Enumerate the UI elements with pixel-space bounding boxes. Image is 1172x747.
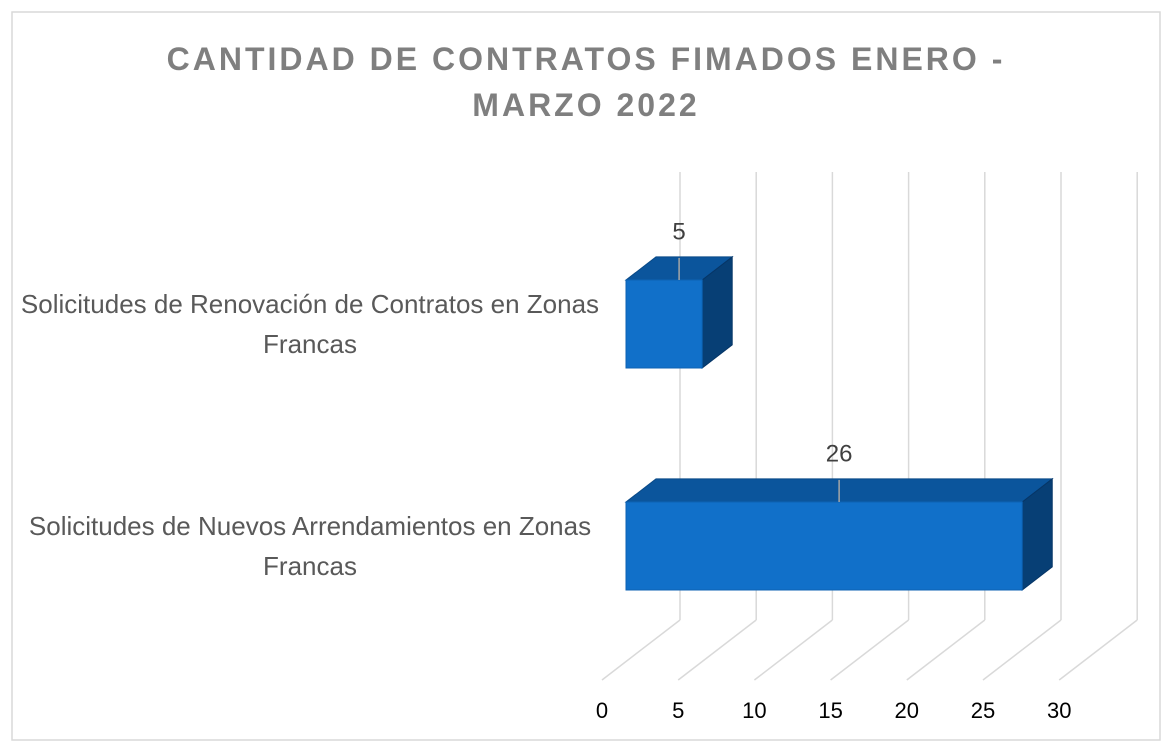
floor-grid-line [906, 619, 986, 681]
floor-grid-line [830, 619, 910, 681]
data-label: 26 [826, 440, 853, 467]
x-tick-label: 15 [818, 698, 842, 723]
floor-grid-line [1058, 619, 1138, 681]
x-tick-label: 5 [672, 698, 684, 723]
chart-title: CANTIDAD DE CONTRATOS FIMADOS ENERO - MA… [166, 41, 1006, 123]
x-tick-label: 0 [596, 698, 608, 723]
floor-grid-line [601, 619, 681, 681]
bar [625, 279, 703, 369]
floor-grid-line [982, 619, 1062, 681]
x-tick-label: 10 [742, 698, 766, 723]
data-label: 5 [672, 218, 685, 245]
x-tick-label: 20 [895, 698, 919, 723]
x-tick-label: 30 [1047, 698, 1071, 723]
y-tick-label: Solicitudes de Nuevos Arrendamientos en … [28, 511, 592, 581]
bar [625, 501, 1023, 591]
chart-border [11, 11, 1161, 741]
floor-grid-line [753, 619, 833, 681]
y-tick-label: Solicitudes de Renovación de Contratos e… [20, 289, 600, 359]
floor-grid-line [677, 619, 757, 681]
x-tick-label: 25 [971, 698, 995, 723]
